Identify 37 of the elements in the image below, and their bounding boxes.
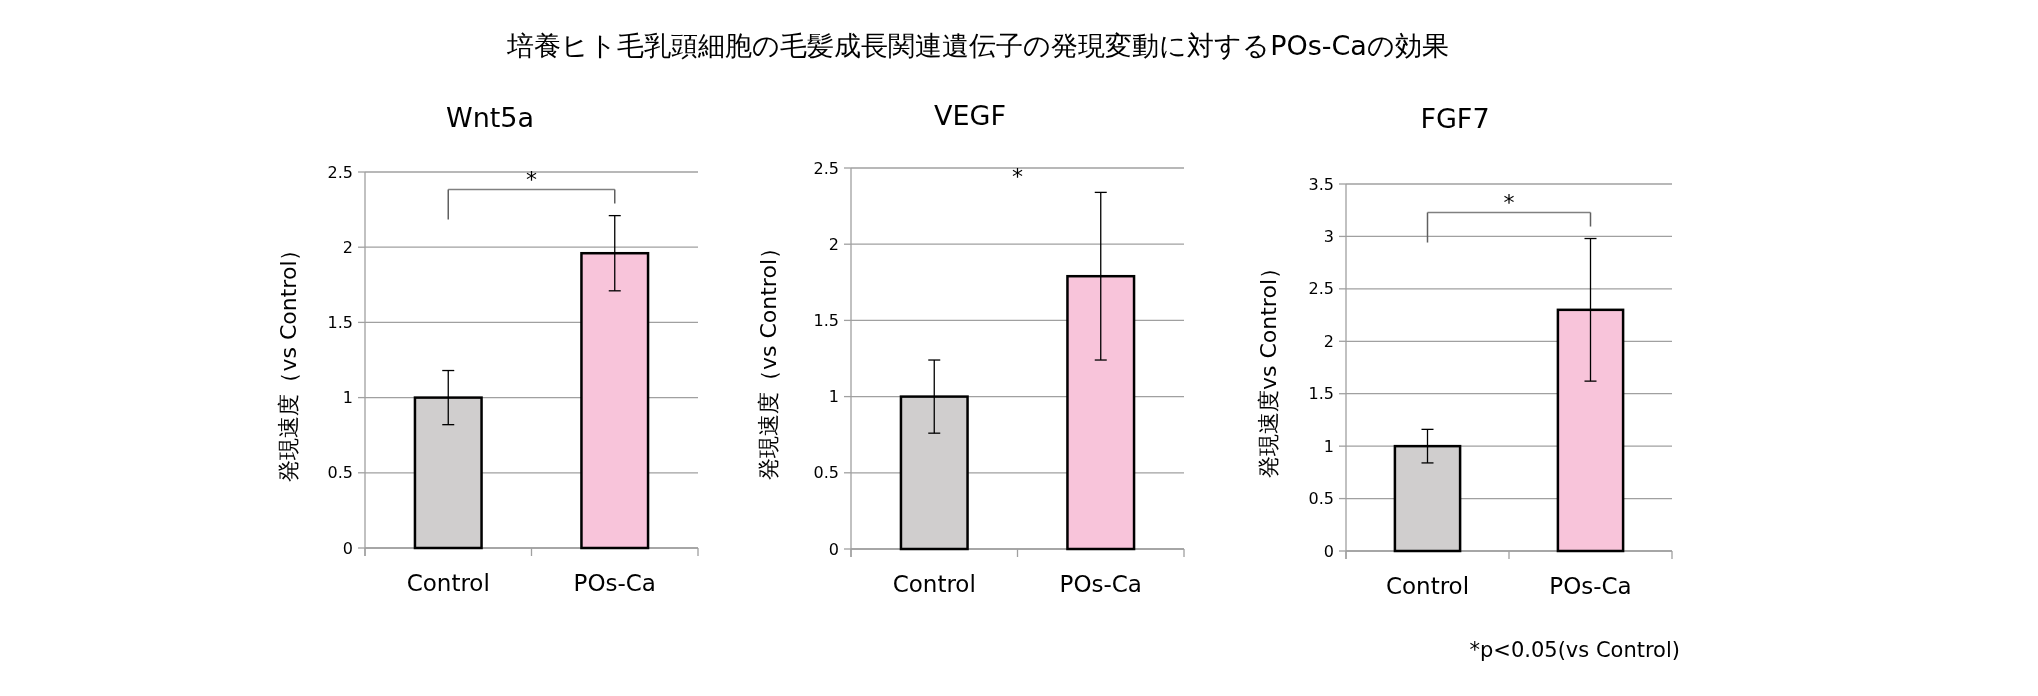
y-tick-label: 0 [342,538,353,558]
y-tick-label: 0.5 [813,463,839,483]
y-tick-label: 2 [342,237,353,257]
x-tick-label: Control [406,570,490,596]
y-axis-title: 発現速度（vs Control） [755,237,781,480]
x-tick-label: POs-Ca [1549,573,1632,599]
annotation: * [526,166,537,192]
y-tick-label: 1.5 [327,312,353,332]
text: 培養ヒト毛乳頭細胞の毛髪成長関連遺伝子の発現変動に対するPOs-Caの効果 [506,29,1449,61]
y-tick-label: 0.5 [1308,489,1334,509]
x-tick-label: Control [1385,573,1470,599]
y-tick-label: 3.5 [1308,174,1334,194]
y-tick-label: 0 [828,539,839,559]
y-tick-label: 1 [1323,436,1334,456]
y-tick-label: 3 [1323,226,1334,246]
chart-title: VEGF [934,99,1006,131]
y-tick-label: 0 [1323,541,1334,561]
annotation: * [1503,189,1515,215]
y-tick-label: 1 [342,388,353,408]
x-tick-label: POs-Ca [1059,571,1142,597]
text: *p<0.05(vs Control) [1469,638,1680,662]
y-tick-label: 2 [1323,331,1334,351]
annotation: * [1012,164,1023,190]
y-tick-label: 2.5 [1308,279,1334,299]
y-tick-label: 1.5 [813,310,839,330]
y-tick-label: 2 [828,234,839,254]
y-tick-label: 1.5 [1308,384,1334,404]
y-tick-label: 1 [828,387,839,407]
x-tick-label: Control [892,571,976,597]
y-axis-title: 発現速度（vs Control） [275,238,301,482]
y-axis-title: 発現速度vs Control） [1255,257,1281,478]
y-tick-label: 2.5 [813,158,839,178]
chart-title: FGF7 [1420,102,1490,134]
chart-title: Wnt5a [445,101,535,133]
x-tick-label: POs-Ca [573,570,656,596]
y-tick-label: 2.5 [327,162,353,182]
y-tick-label: 0.5 [327,463,353,483]
